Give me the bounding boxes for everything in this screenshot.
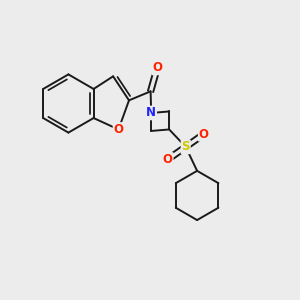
Text: O: O bbox=[113, 123, 124, 136]
Text: O: O bbox=[163, 153, 173, 166]
Text: O: O bbox=[199, 128, 209, 141]
Text: O: O bbox=[152, 61, 162, 74]
Text: N: N bbox=[146, 106, 156, 119]
Text: S: S bbox=[182, 140, 190, 153]
